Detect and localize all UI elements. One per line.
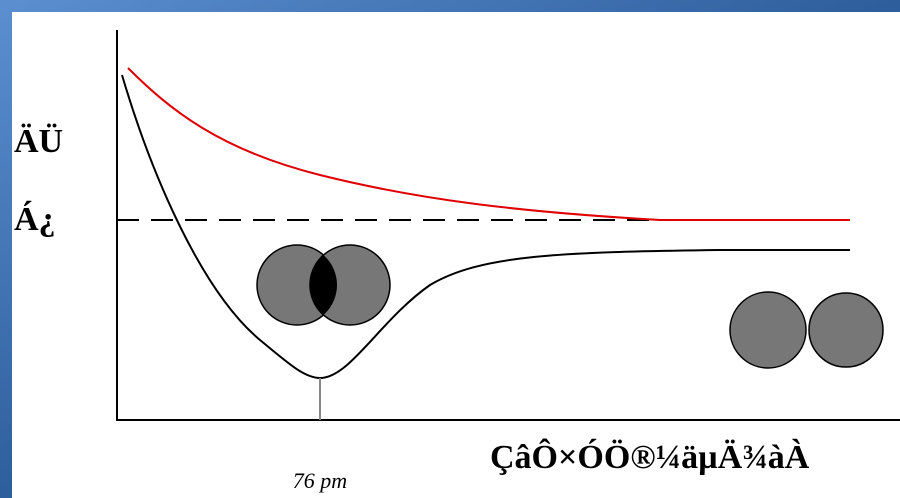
- x-axis-label: ÇâÔ×ÓÖ®¼äµÄ¾àÀ: [490, 438, 810, 476]
- minimum-label: 76 pm: [293, 468, 347, 493]
- atom: [729, 291, 807, 369]
- repulsive-curve: [127, 67, 850, 221]
- atom: [808, 292, 884, 368]
- y-axis-label: ÄÜ: [14, 123, 63, 160]
- y-axis-label: Á¿: [14, 201, 56, 238]
- overlap: [310, 245, 337, 325]
- bonding-curve: [121, 74, 850, 380]
- panel: [12, 12, 900, 498]
